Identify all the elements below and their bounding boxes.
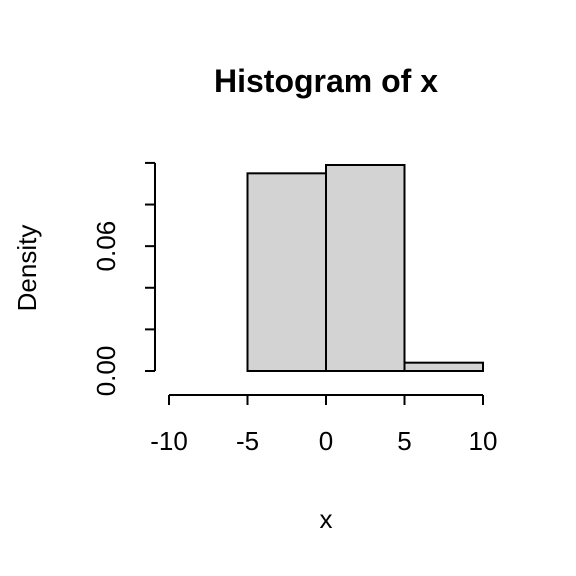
histogram-bar-2 <box>325 164 406 372</box>
x-tick-label: -10 <box>150 426 188 456</box>
y-tick-label: 0.00 <box>91 346 121 397</box>
histogram-bar-1 <box>246 172 327 372</box>
x-axis-label: x <box>320 504 333 534</box>
y-axis: 0.00 0.06 <box>91 161 156 397</box>
x-tick-label: 10 <box>469 426 498 456</box>
x-axis: -10 -5 0 5 10 <box>150 394 498 456</box>
x-tick-label: -5 <box>236 426 259 456</box>
histogram-bar-3 <box>403 361 484 372</box>
y-tick-label: 0.06 <box>91 221 121 272</box>
x-tick-label: 5 <box>397 426 411 456</box>
chart-title: Histogram of x <box>214 63 438 99</box>
x-tick-label: 0 <box>319 426 333 456</box>
bars-group <box>246 164 484 372</box>
y-axis-label: Density <box>12 225 42 312</box>
